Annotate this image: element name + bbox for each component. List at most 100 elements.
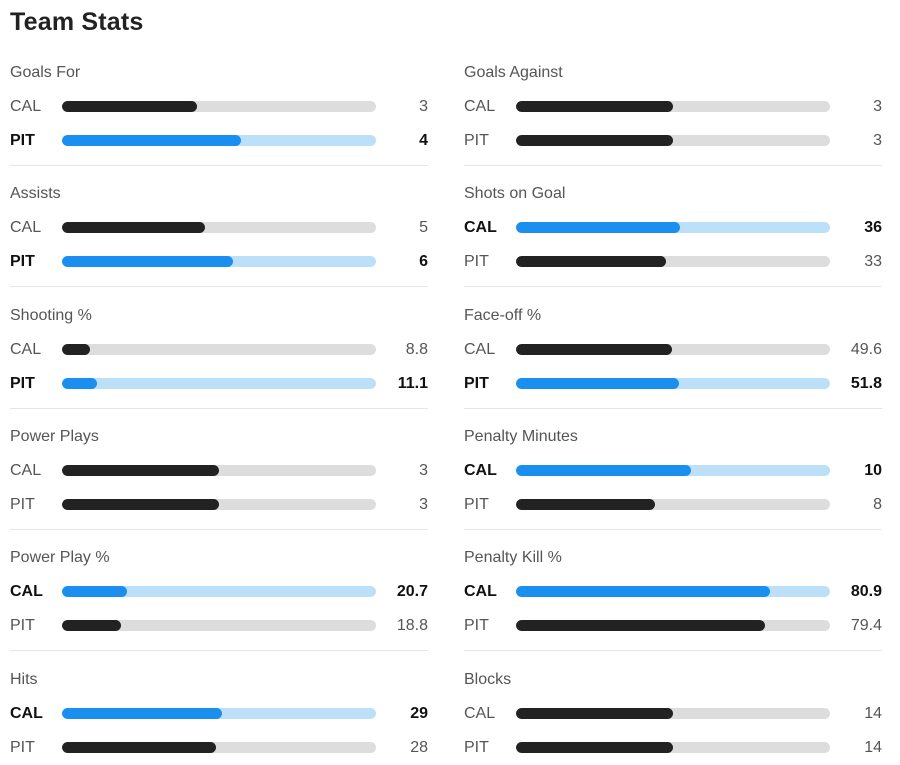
stat-bar-track [62,742,376,753]
stat-block: Penalty Kill % CAL 80.9 PIT 79.4 [464,549,882,659]
stat-block: Shooting % CAL 8.8 PIT 11.1 [10,307,428,417]
stat-row: CAL 49.6 [464,340,882,360]
page-title: Team Stats [10,8,144,36]
stat-row: CAL 29 [10,704,428,724]
team-abbr: CAL [10,98,42,115]
stat-value: 4 [419,132,428,149]
divider [464,650,882,651]
stat-bar-fill [62,499,219,510]
stat-bar-fill [516,344,672,355]
stat-bar-fill [516,586,771,597]
stat-row: CAL 20.7 [10,582,428,602]
stat-bar-fill [516,135,673,146]
stat-bar-track [516,378,830,389]
stat-bar-fill [516,378,679,389]
stat-label: Blocks [464,671,512,688]
stat-value: 8.8 [405,341,428,358]
stat-row: CAL 8.8 [10,340,428,360]
stat-bar-fill [62,620,122,631]
stat-bar-track [62,499,376,510]
team-abbr: PIT [464,132,489,149]
team-abbr: CAL [10,462,42,479]
stat-row: CAL 36 [464,218,882,238]
stat-label: Goals For [10,64,81,81]
stat-value: 3 [873,132,882,149]
stat-bar-fill [62,708,222,719]
stat-row: PIT 33 [464,252,882,272]
stat-bar-fill [62,101,198,112]
stat-bar-track [516,465,830,476]
stat-label: Power Play % [10,549,110,566]
team-abbr: CAL [464,462,497,479]
team-abbr: CAL [464,219,497,236]
team-abbr: CAL [464,98,496,115]
stat-value: 3 [419,98,428,115]
stat-block: Goals For CAL 3 PIT 4 [10,64,428,174]
stat-block: Power Play % CAL 20.7 PIT 18.8 [10,549,428,659]
stat-bar-track [62,708,376,719]
stat-row: CAL 3 [10,461,428,481]
stat-bar-track [62,378,376,389]
team-abbr: PIT [10,496,35,513]
stat-row: CAL 5 [10,218,428,238]
stat-row: PIT 8 [464,495,882,515]
stat-value: 18.8 [396,617,428,634]
team-abbr: PIT [464,375,489,392]
team-abbr: CAL [464,583,497,600]
stat-block: Power Plays CAL 3 PIT 3 [10,428,428,538]
stat-bar-track [516,344,830,355]
stat-bar-track [516,135,830,146]
stat-block: Hits CAL 29 PIT 28 [10,671,428,765]
stat-bar-fill [516,499,656,510]
stat-value: 33 [864,253,882,270]
team-stats-grid: Goals For CAL 3 PIT 4 Goals Against CAL 3 PIT 3 As… [10,0,890,765]
stat-label: Hits [10,671,38,688]
divider [10,165,428,166]
stat-bar-track [516,499,830,510]
stat-row: PIT 28 [10,738,428,758]
stat-bar-track [516,222,830,233]
stat-bar-fill [62,222,205,233]
stat-value: 6 [419,253,428,270]
stat-bar-track [516,620,830,631]
stat-block: Shots on Goal CAL 36 PIT 33 [464,185,882,295]
stat-label: Assists [10,185,61,202]
divider [10,408,428,409]
stat-label: Shooting % [10,307,92,324]
stat-row: PIT 51.8 [464,374,882,394]
stat-bar-track [516,708,830,719]
stat-row: CAL 14 [464,704,882,724]
stat-bar-track [62,135,376,146]
stat-bar-fill [516,465,691,476]
team-abbr: CAL [10,341,42,358]
divider [464,165,882,166]
stat-value: 14 [864,705,882,722]
stat-value: 49.6 [850,341,882,358]
stat-bar-track [62,101,376,112]
stat-value: 79.4 [850,617,882,634]
stat-bar-track [516,101,830,112]
stat-bar-fill [516,101,673,112]
stat-label: Penalty Kill % [464,549,562,566]
team-abbr: CAL [10,583,43,600]
stat-bar-track [62,222,376,233]
stat-bar-fill [62,465,219,476]
divider [464,286,882,287]
team-abbr: CAL [464,341,496,358]
team-abbr: CAL [10,705,43,722]
stat-row: PIT 79.4 [464,616,882,636]
stat-block: Blocks CAL 14 PIT 14 [464,671,882,765]
stat-row: PIT 3 [10,495,428,515]
team-abbr: PIT [10,132,35,149]
stat-bar-fill [62,256,234,267]
stat-bar-track [62,465,376,476]
stat-value: 28 [410,739,428,756]
stat-value: 20.7 [396,583,428,600]
stat-bar-fill [62,586,127,597]
divider [464,408,882,409]
divider [10,529,428,530]
stat-row: PIT 4 [10,131,428,151]
stat-bar-fill [516,256,667,267]
stat-bar-track [516,586,830,597]
stat-row: PIT 14 [464,738,882,758]
